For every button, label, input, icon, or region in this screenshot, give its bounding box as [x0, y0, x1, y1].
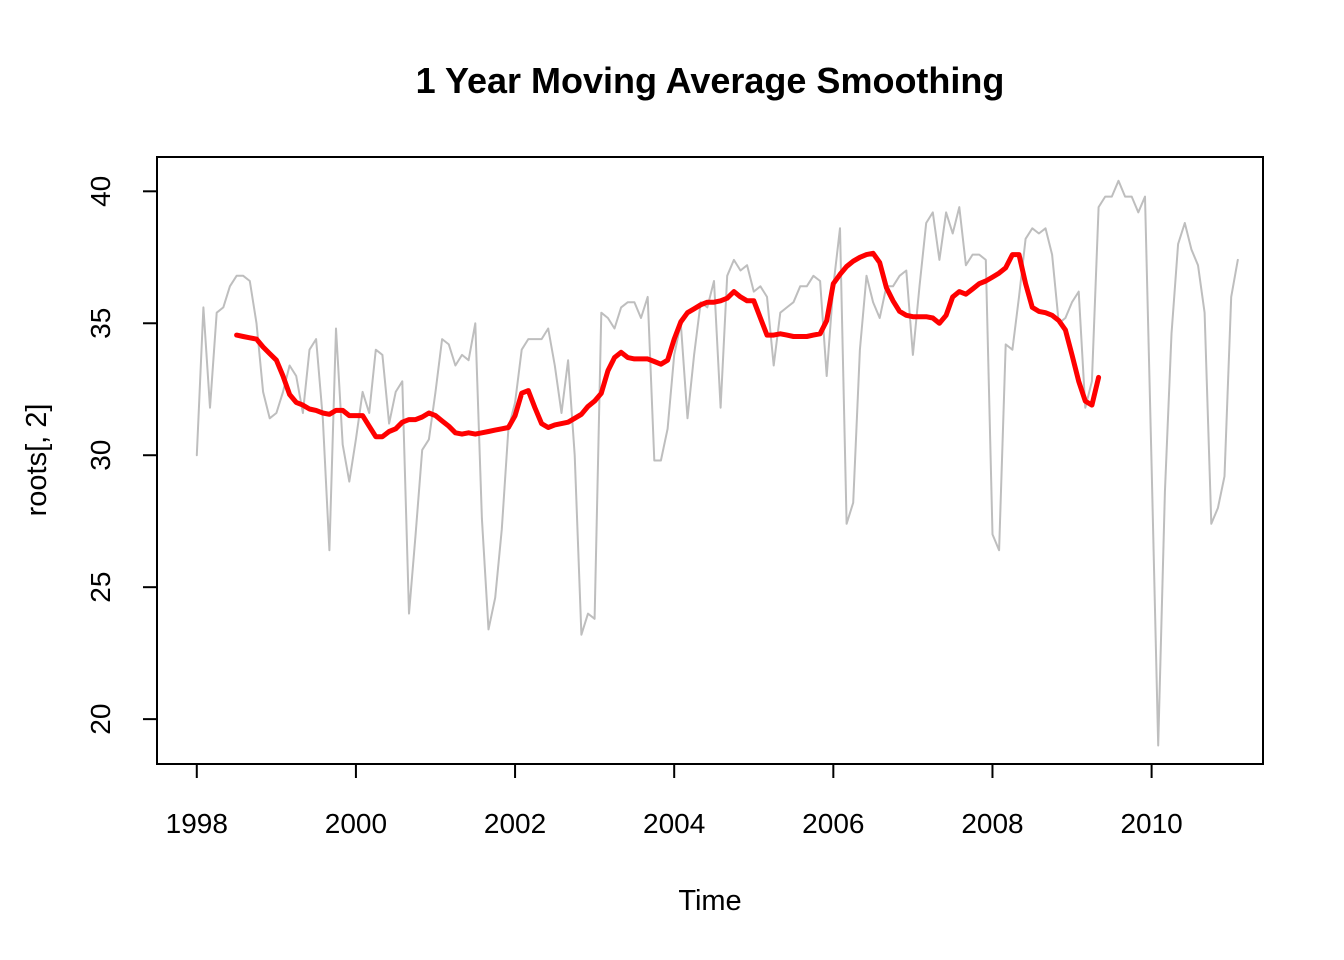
- series-layer: [195, 179, 1239, 747]
- y-tick-label: 40: [85, 176, 116, 207]
- y-tick-label: 30: [85, 440, 116, 471]
- x-tick-label: 1998: [166, 808, 228, 839]
- chart-title: 1 Year Moving Average Smoothing: [416, 60, 1005, 101]
- y-axis: 20 25 30 35 40: [85, 176, 158, 735]
- x-tick-label: 2006: [802, 808, 864, 839]
- moving-average-line: [234, 250, 1102, 440]
- y-tick-label: 25: [85, 572, 116, 603]
- raw-series-line: [195, 179, 1239, 747]
- x-tick-label: 2010: [1120, 808, 1182, 839]
- y-tick-label: 35: [85, 308, 116, 339]
- y-axis-label: roots[, 2]: [21, 404, 53, 517]
- x-tick-label: 2002: [484, 808, 546, 839]
- x-tick-label: 2000: [325, 808, 387, 839]
- x-tick-label: 2008: [961, 808, 1023, 839]
- x-tick-label: 2004: [643, 808, 705, 839]
- y-tick-label: 20: [85, 704, 116, 735]
- x-axis-label: Time: [678, 885, 741, 917]
- x-axis: 1998 2000 2002 2004 2006 2008 2010: [166, 763, 1183, 839]
